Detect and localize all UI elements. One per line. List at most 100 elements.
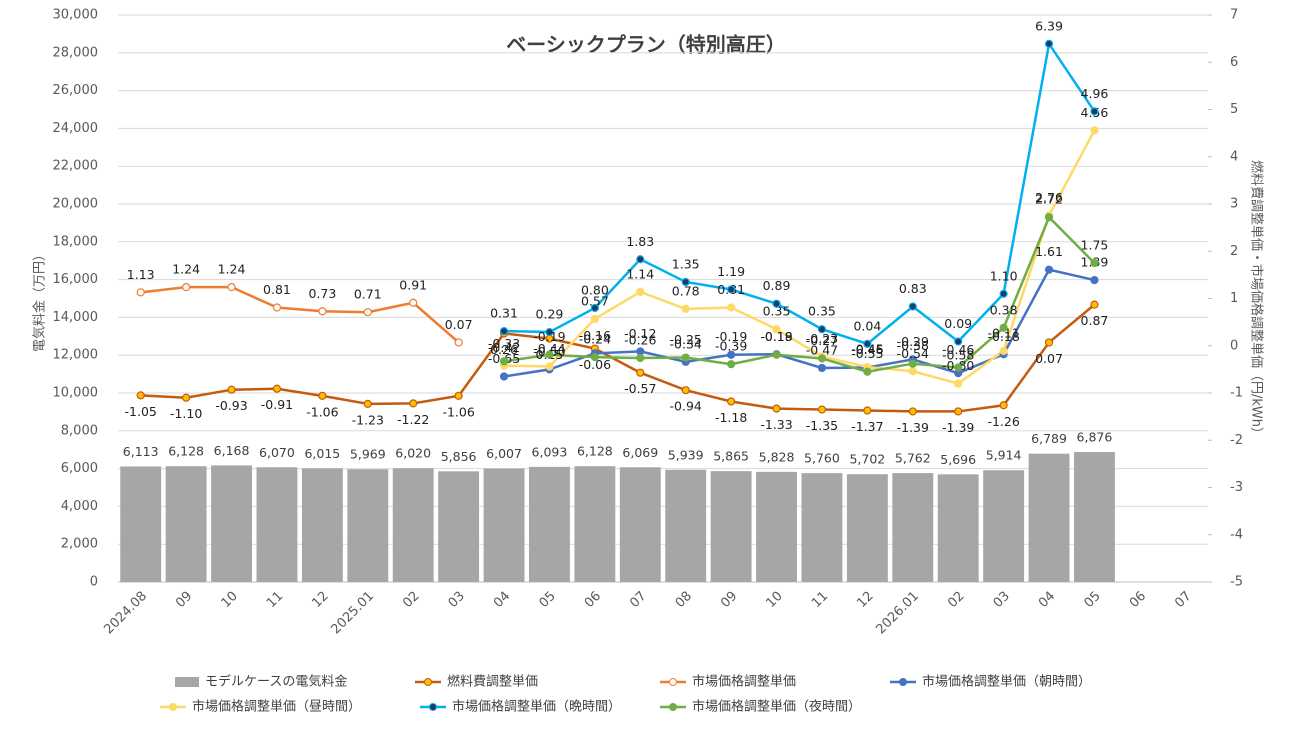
point-value-label: 0.35: [763, 304, 791, 319]
point-value-label: -0.29: [897, 334, 929, 349]
y2-tick-label: 2: [1230, 244, 1238, 259]
point-value-label: -1.23: [352, 412, 384, 427]
bar-value-label: 5,914: [986, 448, 1022, 463]
point-value-label: -1.06: [306, 404, 338, 419]
bar-value-label: 5,828: [759, 449, 795, 464]
legend-marker: [429, 703, 437, 711]
series-marker: [272, 384, 282, 393]
point-value-label: 6.39: [1035, 18, 1063, 33]
point-value-label: -0.93: [215, 398, 247, 413]
series-marker: [636, 368, 645, 377]
bar-value-label: 6,007: [486, 446, 522, 461]
point-value-label: -0.26: [624, 333, 656, 348]
y2-tick-label: -3: [1230, 480, 1243, 495]
series-marker: [1044, 265, 1054, 274]
legend-label: 市場価格調整単価（晩時間）: [452, 699, 621, 715]
y-tick-label: 14,000: [53, 310, 99, 325]
series-marker: [454, 391, 463, 400]
series-marker: [908, 367, 917, 376]
point-value-label: 0.57: [581, 293, 609, 308]
point-value-label: 1.24: [172, 262, 200, 277]
series-marker: [636, 287, 645, 296]
point-value-label: 0.80: [581, 282, 609, 297]
bar-value-label: 6,113: [123, 444, 159, 459]
legend-marker: [899, 678, 907, 686]
y2-tick-label: 5: [1230, 102, 1238, 117]
point-value-label: -0.27: [806, 333, 838, 348]
point-value-label: -1.33: [760, 417, 792, 432]
y-tick-label: 20,000: [53, 197, 99, 212]
series-marker: [954, 407, 963, 416]
series-marker: [499, 327, 509, 336]
bar: [256, 467, 298, 582]
series-marker: [454, 338, 463, 347]
y2-tick-label: -2: [1230, 433, 1243, 448]
series-marker: [727, 350, 736, 359]
point-value-label: -0.06: [579, 357, 611, 372]
y2-tick-label: 7: [1230, 8, 1238, 23]
series-marker: [863, 406, 872, 415]
legend-marker: [669, 678, 677, 686]
point-value-label: -0.18: [760, 329, 792, 344]
series-marker: [272, 303, 282, 312]
bar-value-label: 6,128: [168, 444, 204, 459]
point-value-label: 0.07: [1035, 351, 1063, 366]
series-marker: [908, 407, 917, 416]
bar: [665, 469, 707, 582]
series-marker: [908, 302, 917, 311]
point-value-label: -1.06: [442, 404, 474, 419]
bar-value-label: 6,128: [577, 444, 613, 459]
bar: [710, 471, 752, 582]
point-value-label: 1.83: [626, 234, 654, 249]
series-marker: [182, 393, 191, 402]
point-value-label: -1.37: [851, 419, 883, 434]
series-marker: [772, 404, 781, 413]
series-line: [503, 215, 1096, 374]
series-marker: [590, 352, 599, 362]
point-value-label: -1.39: [942, 420, 974, 435]
bar: [892, 473, 934, 582]
series-marker: [545, 362, 554, 371]
series-marker: [318, 391, 327, 400]
y-tick-label: 6,000: [61, 461, 98, 476]
bar: [937, 474, 979, 582]
bar: [801, 473, 843, 582]
y-tick-label: 28,000: [53, 45, 99, 60]
series-marker: [999, 323, 1008, 332]
bar: [529, 466, 570, 582]
series-marker: [409, 399, 418, 408]
y-axis-label: 電気料金（万円）: [32, 248, 48, 352]
point-value-label: 4.96: [1081, 86, 1109, 101]
bar: [211, 465, 252, 582]
point-value-label: 1.10: [990, 268, 1018, 283]
series-marker: [817, 325, 827, 334]
point-value-label: 0.31: [490, 306, 518, 321]
series-marker: [1090, 107, 1099, 116]
bar: [574, 466, 616, 582]
point-value-label: 0.87: [1081, 313, 1109, 328]
point-value-label: -0.12: [624, 326, 656, 341]
point-value-label: 1.14: [626, 266, 654, 281]
bar: [301, 468, 343, 582]
legend-label: 燃料費調整単価: [447, 674, 538, 690]
point-value-label: -1.18: [715, 410, 747, 425]
point-value-label: -0.34: [670, 336, 702, 351]
bar-value-label: 6,876: [1077, 430, 1113, 445]
series-marker: [681, 277, 690, 287]
bar-value-label: 5,702: [849, 452, 885, 467]
series-marker: [1090, 126, 1099, 135]
point-value-label: -0.33: [488, 336, 520, 351]
legend-label: 市場価格調整単価（夜時間）: [692, 699, 861, 715]
series-line: [140, 303, 1096, 413]
series-marker: [363, 308, 372, 317]
point-value-label: -0.38: [897, 338, 929, 353]
series-marker: [1044, 338, 1054, 347]
point-value-label: 2.72: [1035, 192, 1063, 207]
y2-tick-label: 1: [1230, 291, 1238, 306]
series-line: [504, 40, 1096, 346]
point-value-label: -0.19: [715, 329, 747, 344]
point-value-label: 0.09: [944, 316, 972, 331]
series-marker: [954, 337, 963, 346]
point-value-label: -0.46: [942, 342, 974, 357]
